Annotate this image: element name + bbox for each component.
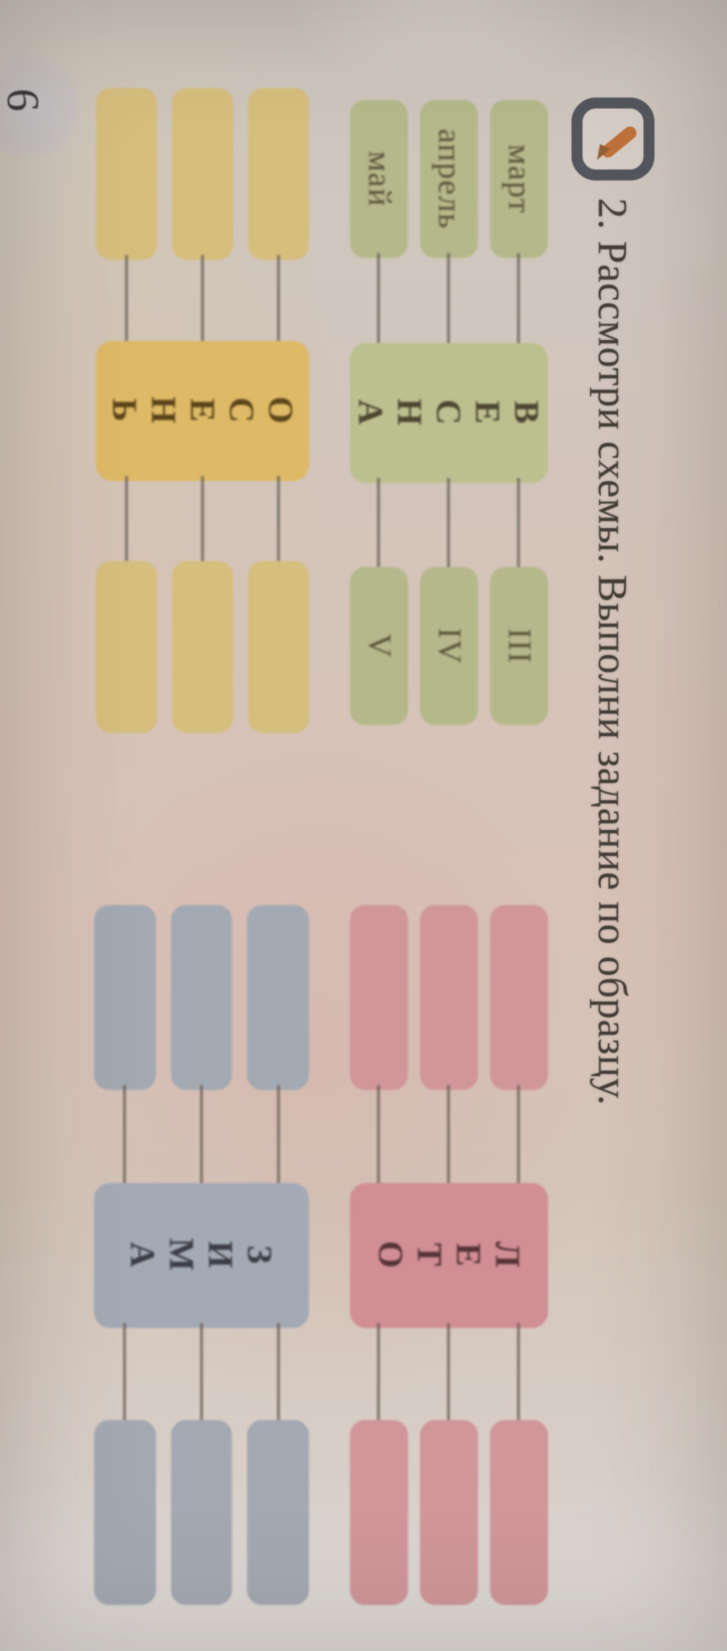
season-box: В Е С Н А — [350, 342, 548, 483]
numeral-box-empty — [248, 561, 309, 733]
month-box-empty — [94, 905, 156, 1090]
month-box: май — [350, 100, 408, 258]
lighting-overlay — [277, 0, 617, 100]
numeral-box-empty — [247, 1420, 309, 1605]
connector-line — [201, 255, 204, 346]
numeral-label: III — [501, 628, 538, 664]
task-header: 2. Рассмотри схемы. Выполни задание по о… — [571, 96, 655, 1106]
numeral-box-empty — [490, 1420, 548, 1605]
connector-line — [517, 1085, 521, 1188]
numeral-box-empty — [172, 561, 233, 733]
connector-line — [276, 1322, 280, 1425]
connector-line — [277, 255, 280, 346]
connector-line — [447, 477, 451, 572]
page-number: 6 — [0, 88, 50, 112]
month-label: март — [501, 144, 538, 214]
month-box-empty — [172, 88, 233, 260]
season-word: Л Е Т О — [371, 1240, 527, 1270]
numeral-box-empty — [94, 1420, 156, 1605]
numeral-box-empty — [350, 1420, 408, 1605]
month-label: апрель — [431, 128, 468, 230]
season-word: В Е С Н А — [351, 398, 547, 427]
notebook-pencil-icon — [571, 96, 655, 182]
season-box: О С Е Н Ь — [96, 340, 309, 481]
numeral-label: IV — [431, 627, 468, 665]
numeral-box: IV — [420, 567, 478, 725]
month-box-empty — [350, 905, 408, 1090]
connector-line — [377, 477, 381, 572]
scheme-winter: З И М А — [94, 905, 309, 1605]
month-box-empty — [248, 88, 309, 260]
connector-line — [517, 1322, 521, 1425]
month-box-empty — [420, 905, 478, 1090]
scheme-autumn: О С Е Н Ь — [96, 88, 309, 733]
connector-line — [447, 1322, 451, 1425]
connector-line — [377, 1085, 381, 1188]
season-word: О С Е Н Ь — [105, 396, 300, 425]
connector-line — [123, 1085, 127, 1188]
month-box-empty — [490, 905, 548, 1090]
season-box: Л Е Т О — [350, 1182, 548, 1328]
connector-line — [517, 477, 521, 572]
connector-line — [377, 253, 381, 348]
task-title: 2. Рассмотри схемы. Выполни задание по о… — [590, 198, 636, 1106]
numeral-box: III — [490, 567, 548, 725]
month-label: май — [361, 151, 398, 207]
numeral-box-empty — [170, 1420, 233, 1605]
month-box: март — [490, 100, 548, 258]
numeral-label: V — [361, 633, 398, 659]
connector-line — [200, 1085, 204, 1188]
numeral-box-empty — [96, 561, 157, 733]
scheme-summer: Л Е Т О — [350, 905, 548, 1605]
season-box: З И М А — [94, 1182, 309, 1328]
numeral-box: V — [350, 567, 408, 725]
connector-line — [125, 255, 128, 346]
connector-line — [447, 1085, 451, 1188]
connector-line — [277, 475, 280, 566]
numeral-box-empty — [420, 1420, 478, 1605]
scheme-spring: март апрель май В Е С Н А III IV V — [350, 100, 548, 725]
connector-line — [123, 1322, 127, 1425]
month-box-empty — [247, 905, 309, 1090]
month-box-empty — [96, 88, 157, 260]
connector-line — [201, 475, 204, 566]
season-word: З И М А — [123, 1237, 280, 1273]
connector-line — [517, 253, 521, 348]
connector-line — [447, 253, 451, 348]
connector-line — [125, 475, 128, 566]
page-number-badge: 6 — [0, 52, 82, 160]
connector-line — [276, 1085, 280, 1188]
connector-line — [377, 1322, 381, 1425]
month-box-empty — [170, 905, 233, 1090]
connector-line — [200, 1322, 204, 1425]
month-box: апрель — [420, 100, 478, 258]
